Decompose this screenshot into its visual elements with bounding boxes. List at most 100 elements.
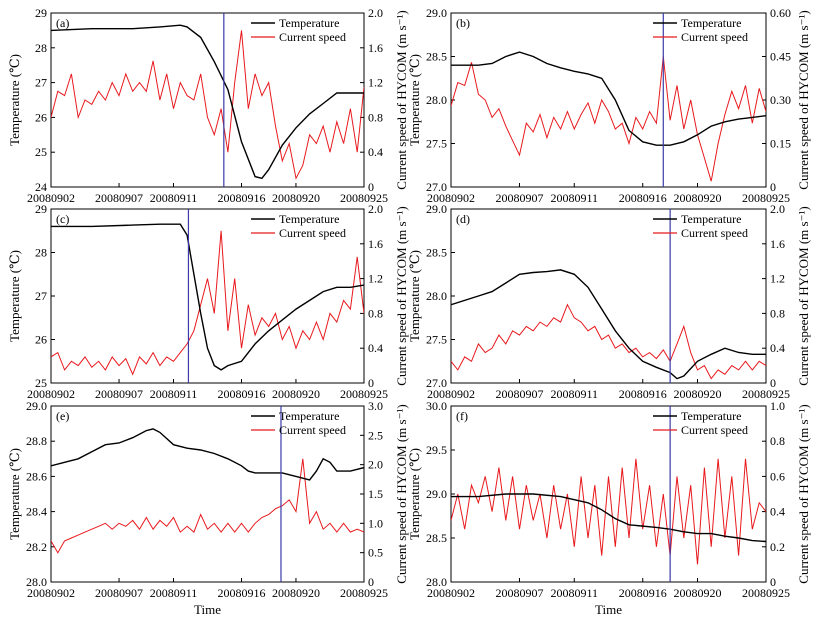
temp-tick-label: 26 <box>35 333 47 347</box>
panel-tag: (d) <box>456 212 470 226</box>
legend-current-label: Current speed <box>279 423 346 437</box>
temp-tick-label: 29 <box>35 6 47 20</box>
current-tick-label: 0 <box>770 575 776 589</box>
temp-tick-label: 25 <box>35 145 47 159</box>
current-tick-label: 2.0 <box>770 202 785 216</box>
current-tick-label: 0.4 <box>368 341 383 355</box>
panel-tag: (f) <box>456 409 468 423</box>
y-left-label: Temperature (℃) <box>407 448 422 540</box>
current-tick-label: 0.30 <box>770 93 791 107</box>
x-tick-label: 20080911 <box>550 586 598 600</box>
current-tick-label: 2.0 <box>368 6 383 20</box>
current-tick-label: 0.15 <box>770 137 791 151</box>
current-tick-label: 0 <box>368 376 374 390</box>
x-tick-label: 20080902 <box>27 191 75 205</box>
current-tick-label: 2.5 <box>368 428 383 442</box>
temp-tick-label: 27 <box>35 289 47 303</box>
panel-c: 25 26 27 28 29 0 0.4 0.8 1.2 1.6 2.0 20080902 200809… <box>7 202 409 401</box>
current-tick-label: 0.45 <box>770 50 791 64</box>
x-tick-label: 20080902 <box>27 586 75 600</box>
temp-tick-label: 27.5 <box>426 137 447 151</box>
current-speed-line <box>451 56 766 182</box>
current-tick-label: 2.0 <box>368 458 383 472</box>
y-left-label: Temperature (℃) <box>407 54 422 146</box>
legend-current-label: Current speed <box>681 423 748 437</box>
current-tick-label: 0.8 <box>368 306 383 320</box>
current-tick-label: 0.5 <box>368 546 383 560</box>
temp-tick-label: 29.0 <box>26 399 47 413</box>
x-tick-label: 20080925 <box>742 387 790 401</box>
temp-tick-label: 28.0 <box>426 289 447 303</box>
temp-tick-label: 27.0 <box>426 376 447 390</box>
legend-current-label: Current speed <box>681 226 748 240</box>
plot-frame <box>50 12 365 188</box>
temp-tick-label: 28.0 <box>26 575 47 589</box>
y-left-label: Temperature (℃) <box>7 250 22 342</box>
temp-tick-label: 28.0 <box>426 93 447 107</box>
x-tick-label: 20080916 <box>218 191 266 205</box>
legend-temperature-label: Temperature <box>279 212 339 226</box>
y-right-label: Current speed of HYCOM (m s⁻¹) <box>796 404 811 583</box>
x-tick-label: 20080911 <box>550 191 598 205</box>
legend-current-label: Current speed <box>279 30 346 44</box>
x-tick-label: 20080907 <box>95 586 143 600</box>
x-tick-label: 20080920 <box>674 191 722 205</box>
panel-f: 28.0 28.5 29.0 29.5 30.0 0 0.2 0.4 0.6 0.8 1.0 2008… <box>407 399 811 617</box>
current-tick-label: 1.5 <box>368 487 383 501</box>
current-tick-label: 1.6 <box>368 41 383 55</box>
temp-tick-label: 29 <box>35 202 47 216</box>
panel-tag: (b) <box>456 16 470 30</box>
temperature-line <box>51 223 364 371</box>
current-tick-label: 1.2 <box>770 272 785 286</box>
x-tick-label: 20080911 <box>150 387 198 401</box>
current-tick-label: 0 <box>770 180 776 194</box>
current-speed-line <box>51 30 364 180</box>
panel-tag: (e) <box>56 409 69 423</box>
x-tick-label: 20080916 <box>619 387 667 401</box>
current-tick-label: 1.6 <box>770 237 785 251</box>
current-tick-label: 0.8 <box>368 110 383 124</box>
temp-tick-label: 29.5 <box>426 443 447 457</box>
current-tick-label: 1.0 <box>368 516 383 530</box>
current-tick-label: 0.4 <box>770 341 785 355</box>
y-right-label: Current speed of HYCOM (m s⁻¹) <box>394 404 409 583</box>
temp-tick-label: 28.0 <box>426 575 447 589</box>
current-tick-label: 1.2 <box>368 272 383 286</box>
current-tick-label: 0.2 <box>770 540 785 554</box>
legend-temperature-label: Temperature <box>681 409 741 423</box>
temp-tick-label: 28.5 <box>426 246 447 260</box>
temp-tick-label: 30.0 <box>426 399 447 413</box>
y-right-label: Current speed of HYCOM (m s⁻¹) <box>796 206 811 385</box>
panel-tag: (a) <box>56 16 69 30</box>
x-tick-label: 20080902 <box>427 191 475 205</box>
current-speed-line <box>451 303 766 380</box>
temperature-line <box>451 493 766 543</box>
x-tick-label: 20080925 <box>742 586 790 600</box>
x-tick-label: 20080925 <box>742 191 790 205</box>
x-tick-label: 20080916 <box>218 586 266 600</box>
current-tick-label: 0.8 <box>770 306 785 320</box>
temperature-line <box>51 428 364 481</box>
current-tick-label: 3.0 <box>368 399 383 413</box>
y-right-label: Current speed of HYCOM (m s⁻¹) <box>796 10 811 189</box>
current-tick-label: 0.4 <box>770 505 785 519</box>
temp-tick-label: 29.0 <box>426 487 447 501</box>
panel-d: 27.0 27.5 28.0 28.5 29.0 0 0.4 0.8 1.2 1.6 2.0 2008… <box>407 202 811 401</box>
legend-current-label: Current speed <box>279 226 346 240</box>
x-tick-label: 20080925 <box>340 387 388 401</box>
legend-current-label: Current speed <box>681 30 748 44</box>
temp-tick-label: 26 <box>35 110 47 124</box>
current-speed-line <box>51 230 364 376</box>
panel-a: 24 25 26 27 28 29 0 0.4 0.8 1.2 1.6 2.0 20080902 2008… <box>7 6 409 205</box>
temp-tick-label: 28.6 <box>26 469 47 483</box>
panel-tag: (c) <box>56 212 69 226</box>
current-tick-label: 0.6 <box>770 469 785 483</box>
x-tick-label: 20080925 <box>340 586 388 600</box>
y-right-label: Current speed of HYCOM (m s⁻¹) <box>394 206 409 385</box>
temperature-line <box>51 24 364 180</box>
temp-tick-label: 28.8 <box>26 434 47 448</box>
x-tick-label: 20080902 <box>427 387 475 401</box>
y-left-label: Temperature (℃) <box>7 448 22 540</box>
temp-tick-label: 28.5 <box>426 50 447 64</box>
